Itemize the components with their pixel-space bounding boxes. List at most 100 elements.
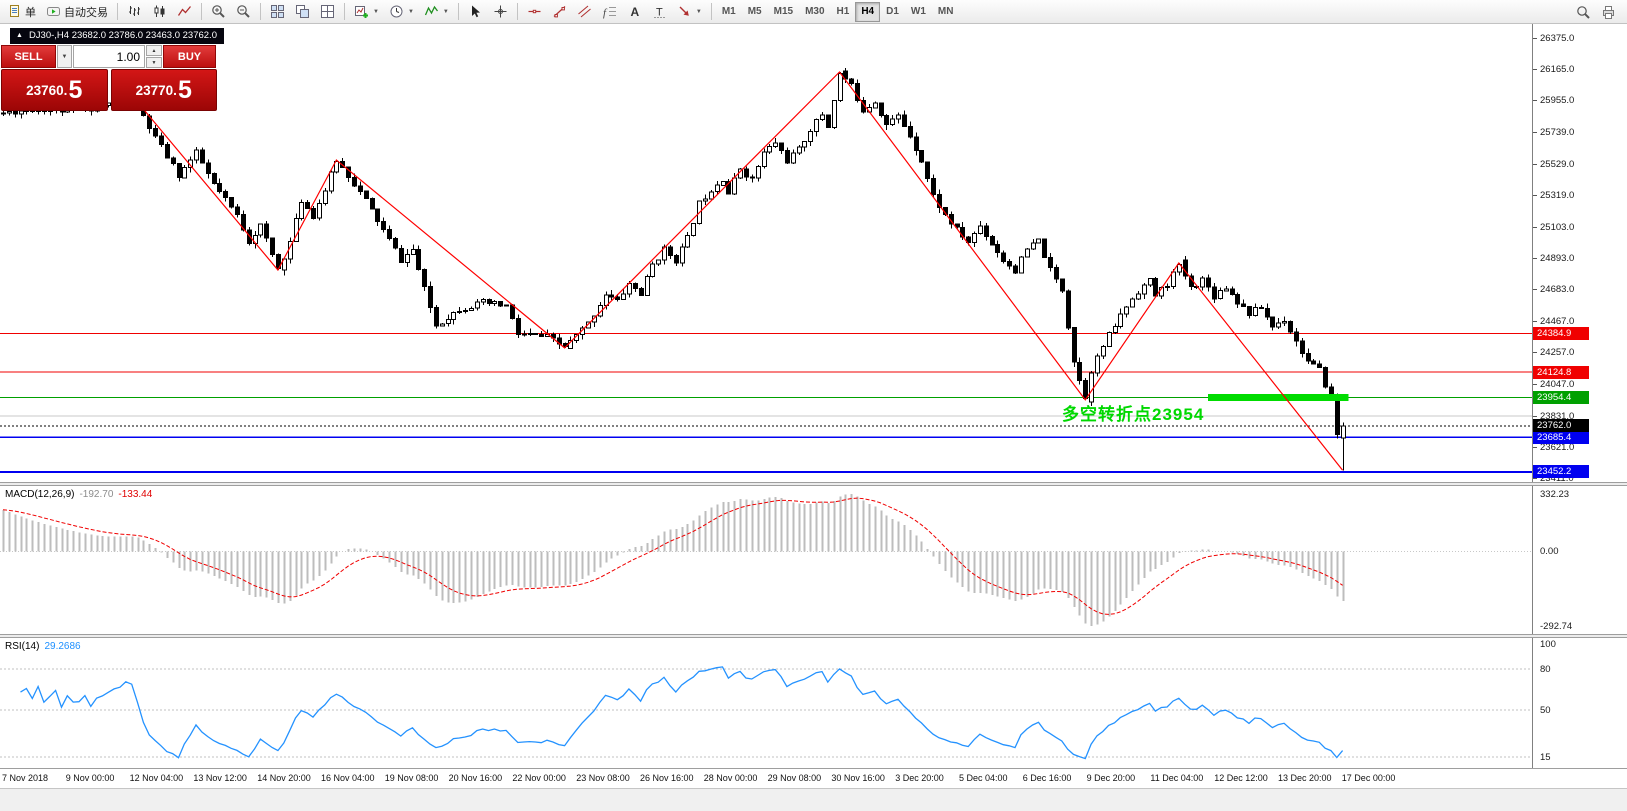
panel-separator[interactable] bbox=[0, 482, 1627, 486]
channel-icon bbox=[577, 4, 592, 19]
price-tick-label: 25103.0 bbox=[1540, 221, 1575, 233]
timeframe-m5-button[interactable]: M5 bbox=[747, 5, 762, 17]
buy-price-big-digit: 5 bbox=[177, 75, 192, 104]
panel-separator[interactable] bbox=[0, 634, 1627, 638]
volume-stepper: ▲ ▼ bbox=[146, 45, 162, 68]
level-price-badge: 23452.2 bbox=[1533, 465, 1589, 479]
price-tick-label: 26165.0 bbox=[1540, 64, 1575, 76]
timeframe-m15-button[interactable]: M15 bbox=[773, 5, 794, 17]
horizontal-line-tool-button[interactable] bbox=[522, 1, 547, 23]
new-order-label: 单 bbox=[25, 6, 36, 19]
current-price-badge: 23762.0 bbox=[1533, 419, 1589, 433]
price-tick-mark bbox=[1533, 69, 1537, 71]
time-axis[interactable]: 7 Nov 2018 9 Nov 00:00 12 Nov 04:00 13 Nov … bbox=[0, 768, 1627, 788]
chart-title-marker-icon: ▲ bbox=[16, 32, 23, 39]
buy-price-display[interactable]: 23770. 5 bbox=[110, 69, 217, 111]
crosshair-tool-button[interactable] bbox=[488, 1, 513, 23]
price-tick-mark bbox=[1533, 383, 1537, 385]
time-axis-label: 17 Dec 00:00 bbox=[1341, 773, 1396, 783]
cascade-windows-button[interactable] bbox=[290, 1, 315, 23]
timeframe-h1-button[interactable]: H1 bbox=[836, 5, 850, 17]
price-scale[interactable]: 26375.0 26165.0 25955.0 25739.0 25529.0 25319… bbox=[1532, 24, 1627, 811]
chart-title-text: DJ30-,H4 23682.0 23786.0 23463.0 23762.0 bbox=[28, 30, 217, 41]
chart-profiles-button[interactable]: ▼ bbox=[384, 1, 419, 23]
bar-chart-mode-button[interactable] bbox=[122, 1, 147, 23]
timeframe-h4-button[interactable]: H4 bbox=[855, 1, 881, 22]
timeframe-mn-button[interactable]: MN bbox=[937, 5, 954, 17]
sell-button[interactable]: SELL bbox=[1, 45, 56, 68]
volume-decrement-button[interactable]: ▼ bbox=[146, 57, 162, 68]
toolbar-separator bbox=[516, 3, 518, 20]
arrows-icon bbox=[677, 4, 692, 19]
price-tick-mark bbox=[1533, 477, 1537, 479]
search-icon bbox=[1576, 5, 1591, 20]
new-order-button[interactable]: 单 bbox=[2, 1, 41, 23]
timeframe-m30-button[interactable]: M30 bbox=[805, 5, 825, 17]
label-tool-button[interactable]: T bbox=[647, 1, 672, 23]
toolbar-separator bbox=[201, 3, 202, 20]
tile-windows-button[interactable] bbox=[265, 1, 290, 23]
indicators-list-button[interactable]: ▼ bbox=[419, 1, 454, 23]
price-tick-label: 23411.0 bbox=[1540, 472, 1574, 484]
sell-price-big-digit: 5 bbox=[68, 75, 83, 104]
line-chart-mode-button[interactable] bbox=[172, 1, 197, 23]
new-chart-button[interactable]: ▼ bbox=[349, 1, 384, 23]
sell-price-main: 23760. bbox=[26, 82, 68, 98]
zoom-in-button[interactable] bbox=[206, 1, 231, 23]
crosshair-icon bbox=[493, 4, 508, 19]
volume-dropdown-button[interactable]: ▼ bbox=[57, 45, 72, 68]
time-axis-label: 13 Dec 20:00 bbox=[1278, 773, 1332, 783]
time-axis-label: 26 Nov 16:00 bbox=[640, 773, 694, 783]
buy-button[interactable]: BUY bbox=[163, 45, 216, 68]
candlestick-mode-button[interactable] bbox=[147, 1, 172, 23]
channel-tool-button[interactable] bbox=[572, 1, 597, 23]
price-tick-label: 25955.0 bbox=[1540, 95, 1575, 107]
timeframe-w1-button[interactable]: W1 bbox=[910, 5, 926, 17]
time-axis-label: 6 Dec 16:00 bbox=[1022, 773, 1072, 783]
macd-main-value: -192.70 bbox=[79, 489, 114, 500]
price-tick-label: 24047.0 bbox=[1540, 378, 1575, 390]
timeframe-m1-button[interactable]: M1 bbox=[721, 5, 736, 17]
rsi-scale-label: 50 bbox=[1540, 704, 1551, 716]
volume-input[interactable] bbox=[73, 45, 145, 68]
price-chart-canvas[interactable] bbox=[0, 24, 1532, 482]
time-axis-label: 9 Nov 00:00 bbox=[65, 773, 115, 783]
macd-scale-min: -292.74 bbox=[1540, 621, 1573, 632]
volume-increment-button[interactable]: ▲ bbox=[146, 45, 162, 56]
auto-icon bbox=[46, 4, 61, 19]
trendline-tool-button[interactable] bbox=[547, 1, 572, 23]
fibonacci-tool-button[interactable]: f bbox=[597, 1, 622, 23]
cursor-tool-button[interactable] bbox=[463, 1, 488, 23]
macd-scale-zero: 0.00 bbox=[1540, 546, 1559, 558]
arrange-windows-button[interactable] bbox=[315, 1, 340, 23]
sell-price-display[interactable]: 23760. 5 bbox=[1, 69, 108, 111]
search-button[interactable] bbox=[1571, 1, 1596, 23]
print-icon bbox=[1601, 5, 1616, 20]
chevron-down-icon: ▼ bbox=[695, 8, 702, 15]
macd-canvas[interactable] bbox=[0, 486, 1532, 634]
price-tick-label: 23831.0 bbox=[1540, 410, 1575, 422]
price-tick-mark bbox=[1533, 446, 1537, 448]
price-tick-mark bbox=[1533, 194, 1537, 196]
time-axis-label: 9 Dec 20:00 bbox=[1086, 773, 1136, 783]
toolbar-left-groups: 单 自动交易 ▼ ▼ ▼ f A T ▼ M1 M5 M15 M30 H1 H4 D1 W1 MN bbox=[2, 0, 959, 24]
toolbar-separator bbox=[344, 3, 345, 20]
price-tick-label: 24467.0 bbox=[1540, 316, 1575, 328]
timeframe-d1-button[interactable]: D1 bbox=[886, 5, 899, 17]
time-axis-label: 22 Nov 00:00 bbox=[512, 773, 566, 783]
chevron-down-icon: ▼ bbox=[407, 8, 414, 15]
autotrading-label: 自动交易 bbox=[64, 6, 108, 19]
clock-icon bbox=[389, 4, 404, 19]
price-tick-label: 23621.0 bbox=[1540, 441, 1575, 453]
arrows-tool-button[interactable]: ▼ bbox=[672, 1, 707, 23]
price-tick-mark bbox=[1533, 289, 1537, 291]
price-tick-mark bbox=[1533, 257, 1537, 259]
level-price-badge: 23685.4 bbox=[1533, 430, 1589, 444]
rsi-value: 29.2686 bbox=[44, 641, 81, 652]
autotrading-button[interactable]: 自动交易 bbox=[41, 1, 113, 23]
print-button[interactable] bbox=[1596, 1, 1621, 23]
zoom-out-button[interactable] bbox=[231, 1, 256, 23]
text-tool-button[interactable]: A bbox=[622, 1, 647, 23]
macd-signal-value: -133.44 bbox=[118, 489, 153, 500]
rsi-canvas[interactable] bbox=[0, 638, 1532, 768]
